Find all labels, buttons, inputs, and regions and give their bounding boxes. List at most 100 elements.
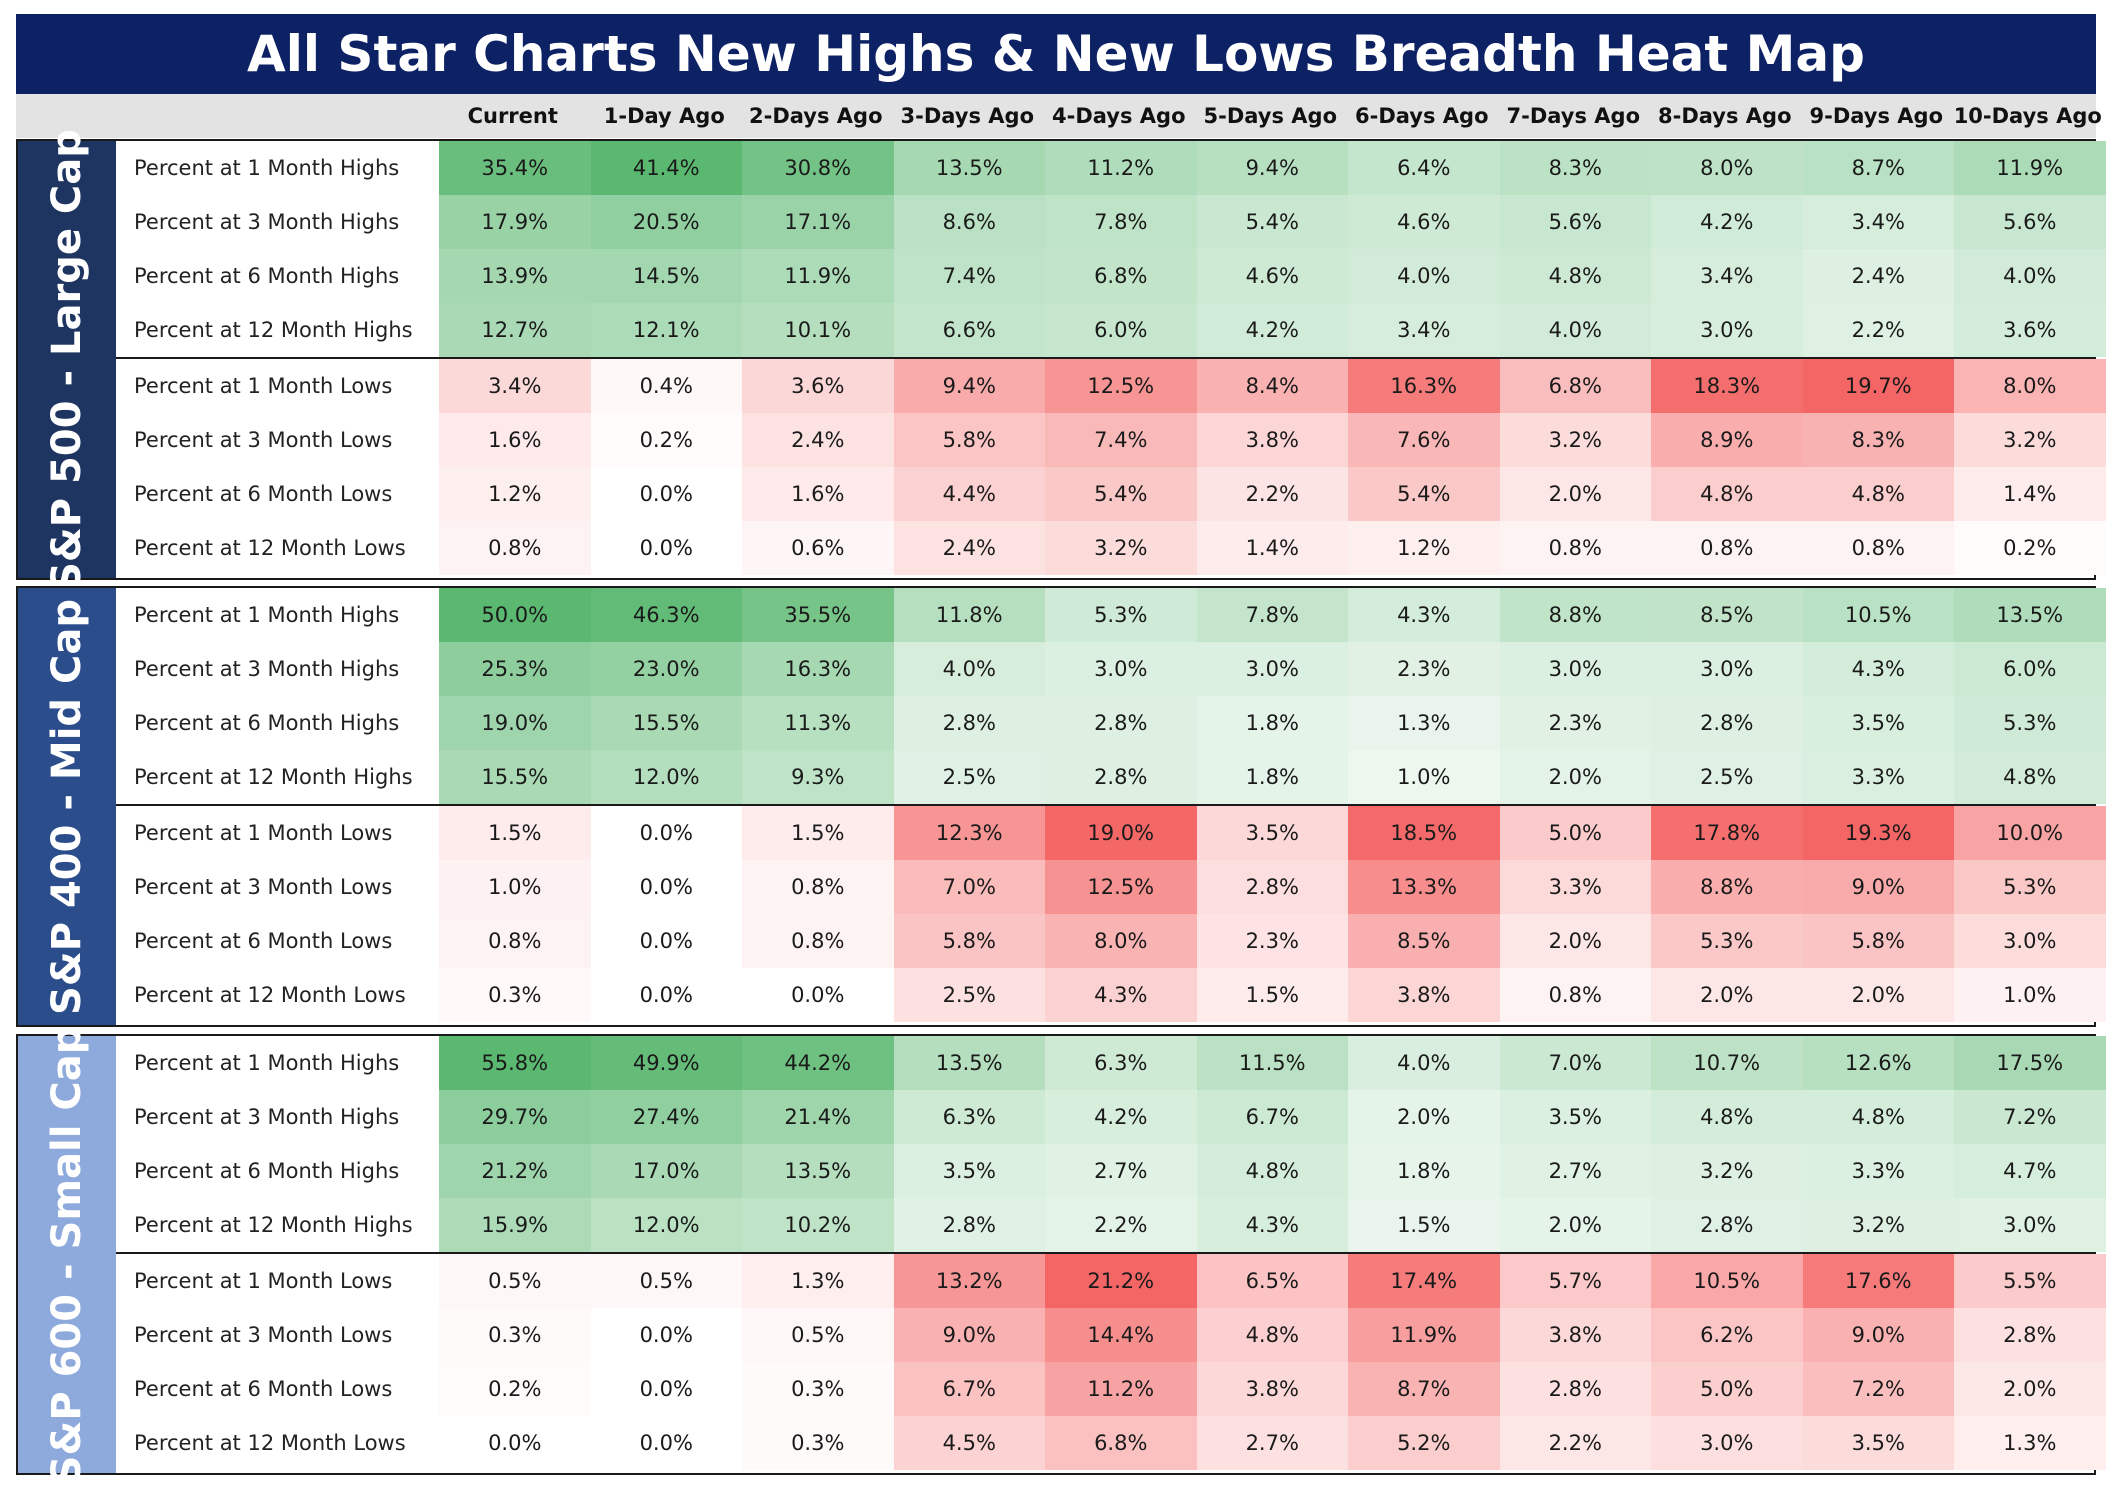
section-group: S&P 400 - Mid Cap Percent at 1 Month High… bbox=[16, 586, 2106, 1027]
heatmap-cell: 3.3% bbox=[1802, 750, 1954, 804]
heatmap-cell: 8.9% bbox=[1651, 413, 1803, 467]
heatmap-cell: 0.2% bbox=[590, 413, 742, 467]
heatmap-cell: 46.3% bbox=[590, 588, 742, 642]
row-label: Percent at 1 Month Lows bbox=[134, 821, 393, 845]
heatmap-cell: 12.7% bbox=[439, 303, 591, 357]
column-header: 8-Days Ago bbox=[1658, 104, 1792, 128]
heatmap-cell: 0.6% bbox=[742, 521, 894, 575]
heatmap-cell: 3.0% bbox=[1196, 642, 1348, 696]
table-row: Percent at 3 Month Highs 25.3% 23.0% 16.3% 4… bbox=[116, 642, 2106, 696]
heatmap-cell: 27.4% bbox=[590, 1090, 742, 1144]
heatmap-cell: 6.7% bbox=[1196, 1090, 1348, 1144]
heatmap-cell: 2.8% bbox=[1196, 860, 1348, 914]
section-label-text: S&P 500 - Large Cap bbox=[44, 128, 90, 591]
table-row: Percent at 3 Month Highs 29.7% 27.4% 21.4% 6… bbox=[116, 1090, 2106, 1144]
heatmap-cell: 35.5% bbox=[742, 588, 894, 642]
heatmap-cell: 3.5% bbox=[1802, 1416, 1954, 1470]
row-label: Percent at 1 Month Lows bbox=[134, 1269, 393, 1293]
row-label: Percent at 12 Month Lows bbox=[134, 536, 406, 560]
heatmap-cell: 1.2% bbox=[1348, 521, 1500, 575]
table-row: Percent at 6 Month Highs 21.2% 17.0% 13.5% 3… bbox=[116, 1144, 2106, 1198]
heatmap-cell: 1.0% bbox=[1954, 968, 2106, 1022]
row-label: Percent at 6 Month Highs bbox=[134, 1159, 400, 1183]
row-label: Percent at 1 Month Highs bbox=[134, 1051, 400, 1075]
heatmap-cell: 23.0% bbox=[590, 642, 742, 696]
heatmap-cell: 3.0% bbox=[1651, 303, 1803, 357]
heatmap-cell: 17.4% bbox=[1348, 1254, 1500, 1308]
heatmap-cell: 1.0% bbox=[1348, 750, 1500, 804]
table-row: Percent at 3 Month Highs 17.9% 20.5% 17.1% 8… bbox=[116, 195, 2106, 249]
table-row: Percent at 3 Month Lows 1.6% 0.2% 2.4% 5.8% 7… bbox=[116, 413, 2106, 467]
heatmap-cell: 8.3% bbox=[1802, 413, 1954, 467]
row-label: Percent at 3 Month Lows bbox=[134, 1323, 393, 1347]
heatmap-cell: 2.3% bbox=[1196, 914, 1348, 968]
heatmap-cell: 2.2% bbox=[1802, 303, 1954, 357]
heatmap-cell: 2.8% bbox=[1651, 696, 1803, 750]
table-row: Percent at 6 Month Highs 19.0% 15.5% 11.3% 2… bbox=[116, 696, 2106, 750]
column-header: 7-Days Ago bbox=[1506, 104, 1641, 128]
heatmap-cell: 3.8% bbox=[1196, 1362, 1348, 1416]
table-row: Percent at 6 Month Highs 13.9% 14.5% 11.9% 7… bbox=[116, 249, 2106, 303]
heatmap-cell: 0.5% bbox=[590, 1254, 742, 1308]
heatmap-cell: 1.2% bbox=[439, 467, 591, 521]
heatmap-cell: 4.7% bbox=[1954, 1144, 2106, 1198]
heatmap-cell: 3.2% bbox=[1651, 1144, 1803, 1198]
heatmap-cell: 8.6% bbox=[893, 195, 1045, 249]
heatmap-cell: 7.4% bbox=[1045, 413, 1197, 467]
heatmap-cell: 13.5% bbox=[893, 1036, 1045, 1090]
heatmap-cell: 11.2% bbox=[1045, 1362, 1197, 1416]
heatmap-cell: 0.0% bbox=[590, 806, 742, 860]
heatmap-cell: 2.5% bbox=[893, 750, 1045, 804]
row-label: Percent at 3 Month Highs bbox=[134, 210, 400, 234]
column-header: 4-Days Ago bbox=[1052, 104, 1186, 128]
heatmap-cell: 19.0% bbox=[439, 696, 591, 750]
heatmap-cell: 2.8% bbox=[1651, 1198, 1803, 1252]
heatmap-cell: 6.2% bbox=[1651, 1308, 1803, 1362]
heatmap-cell: 4.4% bbox=[893, 467, 1045, 521]
heatmap-cell: 5.4% bbox=[1045, 467, 1197, 521]
heatmap-cell: 4.8% bbox=[1196, 1144, 1348, 1198]
heatmap-cell: 0.3% bbox=[439, 968, 591, 1022]
heatmap-cell: 3.2% bbox=[1954, 413, 2106, 467]
heatmap-cell: 0.0% bbox=[590, 968, 742, 1022]
heatmap-cell: 14.4% bbox=[1045, 1308, 1197, 1362]
heatmap-cell: 0.2% bbox=[439, 1362, 591, 1416]
heatmap-cell: 0.0% bbox=[439, 1416, 591, 1470]
heatmap-cell: 18.5% bbox=[1348, 806, 1500, 860]
heatmap-cell: 13.5% bbox=[893, 141, 1045, 195]
heatmap-cell: 2.2% bbox=[1196, 467, 1348, 521]
page-title: All Star Charts New Highs & New Lows Bre… bbox=[16, 14, 2096, 94]
row-label: Percent at 3 Month Highs bbox=[134, 1105, 400, 1129]
heatmap-cell: 0.0% bbox=[742, 968, 894, 1022]
heatmap-cell: 0.5% bbox=[742, 1308, 894, 1362]
heatmap-cell: 2.3% bbox=[1499, 696, 1651, 750]
heatmap-cell: 5.4% bbox=[1196, 195, 1348, 249]
heatmap-cell: 11.2% bbox=[1045, 141, 1197, 195]
heatmap-cell: 12.1% bbox=[590, 303, 742, 357]
heatmap-cell: 2.5% bbox=[1651, 750, 1803, 804]
heatmap-cell: 5.5% bbox=[1954, 1254, 2106, 1308]
heatmap-cell: 3.2% bbox=[1802, 1198, 1954, 1252]
row-label: Percent at 12 Month Lows bbox=[134, 1431, 406, 1455]
heatmap-cell: 10.2% bbox=[742, 1198, 894, 1252]
heatmap-cell: 0.3% bbox=[742, 1362, 894, 1416]
heatmap-cell: 3.6% bbox=[742, 359, 894, 413]
row-label: Percent at 6 Month Lows bbox=[134, 929, 393, 953]
heatmap-cell: 5.3% bbox=[1045, 588, 1197, 642]
table-row: Percent at 12 Month Highs 15.9% 12.0% 10.2%… bbox=[116, 1198, 2106, 1252]
heatmap-cell: 5.8% bbox=[1802, 914, 1954, 968]
section-label-text: S&P 600 - Small Cap bbox=[44, 1025, 90, 1484]
table-row: Percent at 12 Month Lows 0.8% 0.0% 0.6% 2.4%… bbox=[116, 521, 2106, 575]
heatmap-cell: 55.8% bbox=[439, 1036, 591, 1090]
heatmap-cell: 0.0% bbox=[590, 521, 742, 575]
heatmap-cell: 41.4% bbox=[590, 141, 742, 195]
heatmap-cell: 2.8% bbox=[1954, 1308, 2106, 1362]
heatmap-cell: 15.5% bbox=[590, 696, 742, 750]
heatmap-cell: 3.0% bbox=[1499, 642, 1651, 696]
heatmap-cell: 5.6% bbox=[1499, 195, 1651, 249]
heatmap-cell: 10.1% bbox=[742, 303, 894, 357]
heatmap-cell: 2.8% bbox=[1045, 750, 1197, 804]
heatmap-cell: 6.8% bbox=[1045, 249, 1197, 303]
heatmap-cell: 10.5% bbox=[1651, 1254, 1803, 1308]
heatmap-cell: 15.5% bbox=[439, 750, 591, 804]
